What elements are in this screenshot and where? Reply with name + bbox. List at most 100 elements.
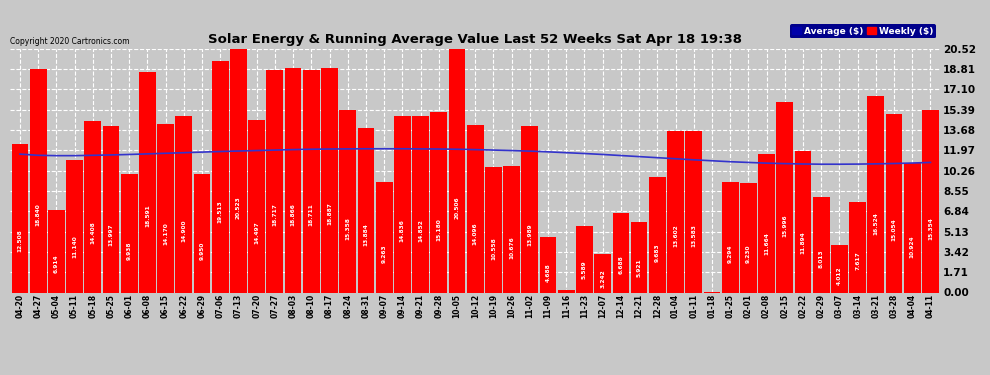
- Text: 18.711: 18.711: [309, 203, 314, 226]
- Bar: [540, 237, 556, 292]
- Text: 15.054: 15.054: [892, 219, 897, 241]
- Bar: [431, 112, 447, 292]
- Bar: [340, 110, 356, 292]
- Bar: [66, 160, 83, 292]
- Bar: [522, 126, 539, 292]
- Bar: [103, 126, 120, 292]
- Bar: [594, 254, 611, 292]
- Bar: [394, 116, 411, 292]
- Text: 16.524: 16.524: [873, 212, 878, 235]
- Bar: [795, 151, 812, 292]
- Bar: [376, 183, 392, 292]
- Title: Solar Energy & Running Average Value Last 52 Weeks Sat Apr 18 19:38: Solar Energy & Running Average Value Las…: [208, 33, 742, 46]
- Text: 15.180: 15.180: [437, 218, 442, 241]
- Text: 12.508: 12.508: [18, 229, 23, 252]
- Bar: [248, 120, 265, 292]
- Text: 18.840: 18.840: [36, 203, 41, 225]
- Text: Copyright 2020 Cartronics.com: Copyright 2020 Cartronics.com: [10, 38, 130, 46]
- Bar: [84, 122, 101, 292]
- Text: 15.358: 15.358: [346, 217, 350, 240]
- Text: 13.997: 13.997: [109, 223, 114, 246]
- Text: 18.591: 18.591: [145, 204, 149, 226]
- Text: 5.589: 5.589: [582, 260, 587, 279]
- Text: 9.230: 9.230: [745, 245, 750, 263]
- Bar: [121, 174, 138, 292]
- Text: 6.914: 6.914: [53, 255, 58, 273]
- Text: 13.602: 13.602: [673, 225, 678, 248]
- Bar: [412, 116, 429, 292]
- Bar: [813, 197, 830, 292]
- Text: 5.921: 5.921: [637, 259, 642, 277]
- Text: 11.140: 11.140: [72, 235, 77, 258]
- Text: 10.558: 10.558: [491, 237, 496, 260]
- Text: 20.506: 20.506: [454, 196, 459, 219]
- Text: 14.408: 14.408: [90, 221, 95, 244]
- Text: 11.664: 11.664: [764, 232, 769, 255]
- Text: 13.583: 13.583: [691, 225, 696, 248]
- Text: 4.688: 4.688: [545, 264, 550, 282]
- Text: 14.170: 14.170: [163, 222, 168, 245]
- Bar: [30, 69, 47, 292]
- Bar: [831, 245, 847, 292]
- Bar: [321, 68, 338, 292]
- Bar: [285, 68, 302, 292]
- Bar: [613, 213, 630, 292]
- Bar: [904, 163, 921, 292]
- Text: 14.852: 14.852: [418, 219, 423, 242]
- Text: 14.900: 14.900: [181, 219, 186, 242]
- Bar: [867, 96, 884, 292]
- Bar: [157, 124, 174, 292]
- Bar: [667, 131, 684, 292]
- Bar: [48, 210, 64, 292]
- Bar: [849, 202, 866, 292]
- Text: 14.497: 14.497: [254, 221, 259, 244]
- Text: 14.096: 14.096: [472, 223, 478, 245]
- Text: 13.884: 13.884: [363, 224, 368, 246]
- Text: 3.242: 3.242: [600, 270, 605, 288]
- Bar: [776, 102, 793, 292]
- Text: 13.989: 13.989: [528, 223, 533, 246]
- Text: 11.894: 11.894: [801, 232, 806, 254]
- Text: 14.836: 14.836: [400, 219, 405, 242]
- Bar: [448, 49, 465, 292]
- Bar: [922, 110, 939, 292]
- Text: 18.887: 18.887: [327, 202, 332, 225]
- Text: 4.012: 4.012: [837, 267, 842, 285]
- Text: 9.263: 9.263: [381, 244, 387, 263]
- Text: 6.688: 6.688: [619, 255, 624, 274]
- Text: 9.938: 9.938: [127, 242, 132, 260]
- Bar: [357, 128, 374, 292]
- Text: 7.617: 7.617: [855, 252, 860, 270]
- Bar: [648, 177, 665, 292]
- Bar: [503, 166, 520, 292]
- Text: 8.013: 8.013: [819, 250, 824, 268]
- Bar: [467, 125, 483, 292]
- Bar: [740, 183, 756, 292]
- Bar: [230, 49, 247, 292]
- Bar: [175, 116, 192, 292]
- Bar: [722, 182, 739, 292]
- Bar: [485, 167, 502, 292]
- Bar: [12, 144, 29, 292]
- Text: 9.294: 9.294: [728, 244, 733, 263]
- Text: 9.950: 9.950: [200, 242, 205, 260]
- Text: 15.354: 15.354: [928, 217, 933, 240]
- Bar: [576, 226, 593, 292]
- Text: 20.523: 20.523: [236, 196, 241, 219]
- Bar: [194, 174, 211, 292]
- Bar: [758, 154, 775, 292]
- Bar: [631, 222, 647, 292]
- Text: 19.513: 19.513: [218, 200, 223, 223]
- Bar: [212, 61, 229, 292]
- Text: 18.717: 18.717: [272, 203, 277, 226]
- Bar: [266, 70, 283, 292]
- Text: 10.676: 10.676: [509, 237, 514, 260]
- Text: 9.683: 9.683: [654, 243, 659, 261]
- Text: 18.866: 18.866: [291, 202, 296, 225]
- Text: 10.924: 10.924: [910, 236, 915, 258]
- Legend: Average ($), Weekly ($): Average ($), Weekly ($): [790, 24, 936, 38]
- Bar: [303, 70, 320, 292]
- Text: 15.996: 15.996: [782, 214, 787, 237]
- Bar: [886, 114, 903, 292]
- Bar: [139, 72, 155, 292]
